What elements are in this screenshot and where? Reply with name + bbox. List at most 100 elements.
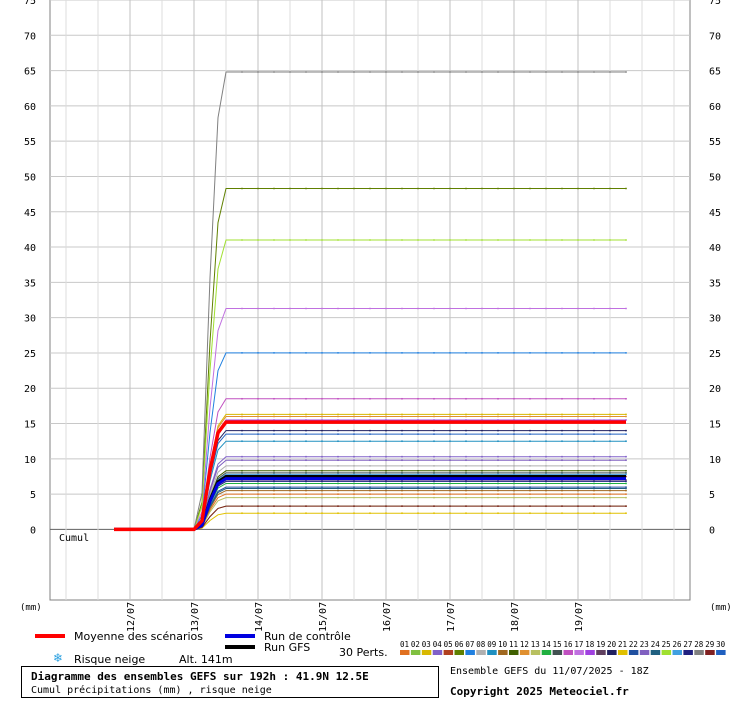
y-tick-label-right: 10	[709, 455, 721, 466]
member-09-line-point	[273, 440, 275, 443]
member-24-line-point	[593, 487, 595, 490]
member-20-line-point	[401, 429, 403, 432]
member-12-line-point	[545, 415, 547, 418]
member-08-line-point	[561, 465, 563, 467]
member-09-line-point	[529, 440, 531, 443]
member-28-line-point	[417, 71, 419, 73]
member-15-line-point	[497, 472, 499, 474]
member-20-line-point	[305, 429, 307, 432]
pert-id-label: 03	[422, 640, 431, 649]
member-30-line-point	[289, 433, 291, 435]
member-30-line-point	[593, 433, 595, 435]
member-16-line-point	[513, 397, 515, 400]
member-26-line-point	[449, 473, 451, 476]
member-01-line-point	[481, 493, 483, 495]
member-27-line-point	[561, 480, 563, 483]
member-08-line-point	[369, 465, 371, 467]
member-28-line-point	[369, 71, 371, 73]
member-17-line-point	[593, 307, 595, 310]
chart-title: Diagramme des ensembles GEFS sur 192h : …	[31, 670, 369, 683]
member-14-line-point	[241, 482, 243, 485]
member-22-line-point	[369, 486, 371, 488]
legend-label-snow: Risque neige	[74, 653, 145, 666]
member-24-line-point	[433, 487, 435, 490]
member-29-line-point	[273, 505, 275, 507]
member-06-line-point	[609, 187, 611, 190]
member-12-line-point	[289, 415, 291, 418]
member-17-line-point	[561, 307, 563, 310]
member-25-line-point	[353, 239, 355, 241]
member-26-line-point	[353, 473, 355, 476]
ensemble-mean-line	[114, 420, 626, 532]
pert-id-label: 22	[629, 640, 638, 649]
member-04-line-point	[545, 455, 547, 458]
pert-id-label: 11	[509, 640, 518, 649]
member-03-line-point	[401, 413, 403, 416]
member-10-line-point	[577, 489, 579, 492]
member-03-line-point	[625, 413, 627, 416]
member-09-line-point	[337, 440, 339, 443]
member-13-line-point	[401, 496, 403, 499]
member-30-line-point	[369, 433, 371, 435]
member-30-line-point	[353, 433, 355, 435]
member-09-line-point	[481, 440, 483, 443]
member-23-line-point	[577, 459, 579, 462]
member-23-line-point	[273, 459, 275, 462]
member-26-line-point	[545, 473, 547, 476]
y-tick-label-right: 35	[709, 278, 721, 289]
member-16-line-point	[401, 397, 403, 400]
member-27-line-point	[289, 480, 291, 483]
member-28-line-point	[513, 71, 515, 73]
member-27-line-point	[273, 480, 275, 483]
member-16-line-point	[529, 397, 531, 400]
member-17-line-point	[497, 307, 499, 310]
member-22-line-point	[289, 486, 291, 488]
member-14-line-point	[449, 482, 451, 485]
member-20-line-point	[241, 429, 243, 432]
member-27-line-point	[545, 480, 547, 483]
member-14-line-point	[273, 482, 275, 485]
member-20-line-point	[625, 429, 627, 432]
member-03-line-point	[529, 413, 531, 416]
member-04-line-point	[257, 455, 259, 458]
member-28-line-point	[257, 71, 259, 73]
member-13-line-point	[497, 496, 499, 499]
member-27-line-point	[321, 480, 323, 483]
member-01-line-point	[561, 493, 563, 495]
y-tick-label-left: 5	[30, 490, 36, 501]
member-10-line-point	[449, 489, 451, 492]
member-24-line-point	[561, 487, 563, 490]
member-29-line-point	[545, 505, 547, 507]
member-30-line-point	[497, 433, 499, 435]
member-13-line-point	[369, 496, 371, 499]
member-14-line-point	[369, 482, 371, 485]
y-axis-unit-right: (mm)	[710, 603, 732, 613]
member-14-line-point	[305, 482, 307, 485]
member-11-line-point	[593, 469, 595, 472]
member-25-line-point	[545, 239, 547, 241]
member-15-line-point	[513, 472, 515, 474]
member-10-line-point	[433, 489, 435, 492]
y-tick-label-right: 50	[709, 172, 721, 183]
member-22-line-point	[321, 486, 323, 488]
member-07-line-point	[417, 352, 419, 354]
member-12-line-point	[241, 415, 243, 418]
member-12-line-point	[497, 415, 499, 418]
member-07-line-point	[321, 352, 323, 354]
member-23-line-point	[465, 459, 467, 462]
member-20-line-point	[385, 429, 387, 432]
member-03-line-point	[497, 413, 499, 416]
pert-id-label: 02	[411, 640, 420, 649]
member-17-line-point	[481, 307, 483, 310]
member-12-line-point	[321, 415, 323, 418]
member-17-line	[114, 308, 626, 530]
member-03-line-point	[465, 413, 467, 416]
member-25-line-point	[369, 239, 371, 241]
member-17-line-point	[449, 307, 451, 310]
member-06-line-point	[561, 187, 563, 190]
member-06-line-point	[369, 187, 371, 190]
member-15-line-point	[561, 472, 563, 474]
member-13-line-point	[417, 496, 419, 499]
member-15-line-point	[369, 472, 371, 474]
pert-id-label: 05	[444, 640, 453, 649]
